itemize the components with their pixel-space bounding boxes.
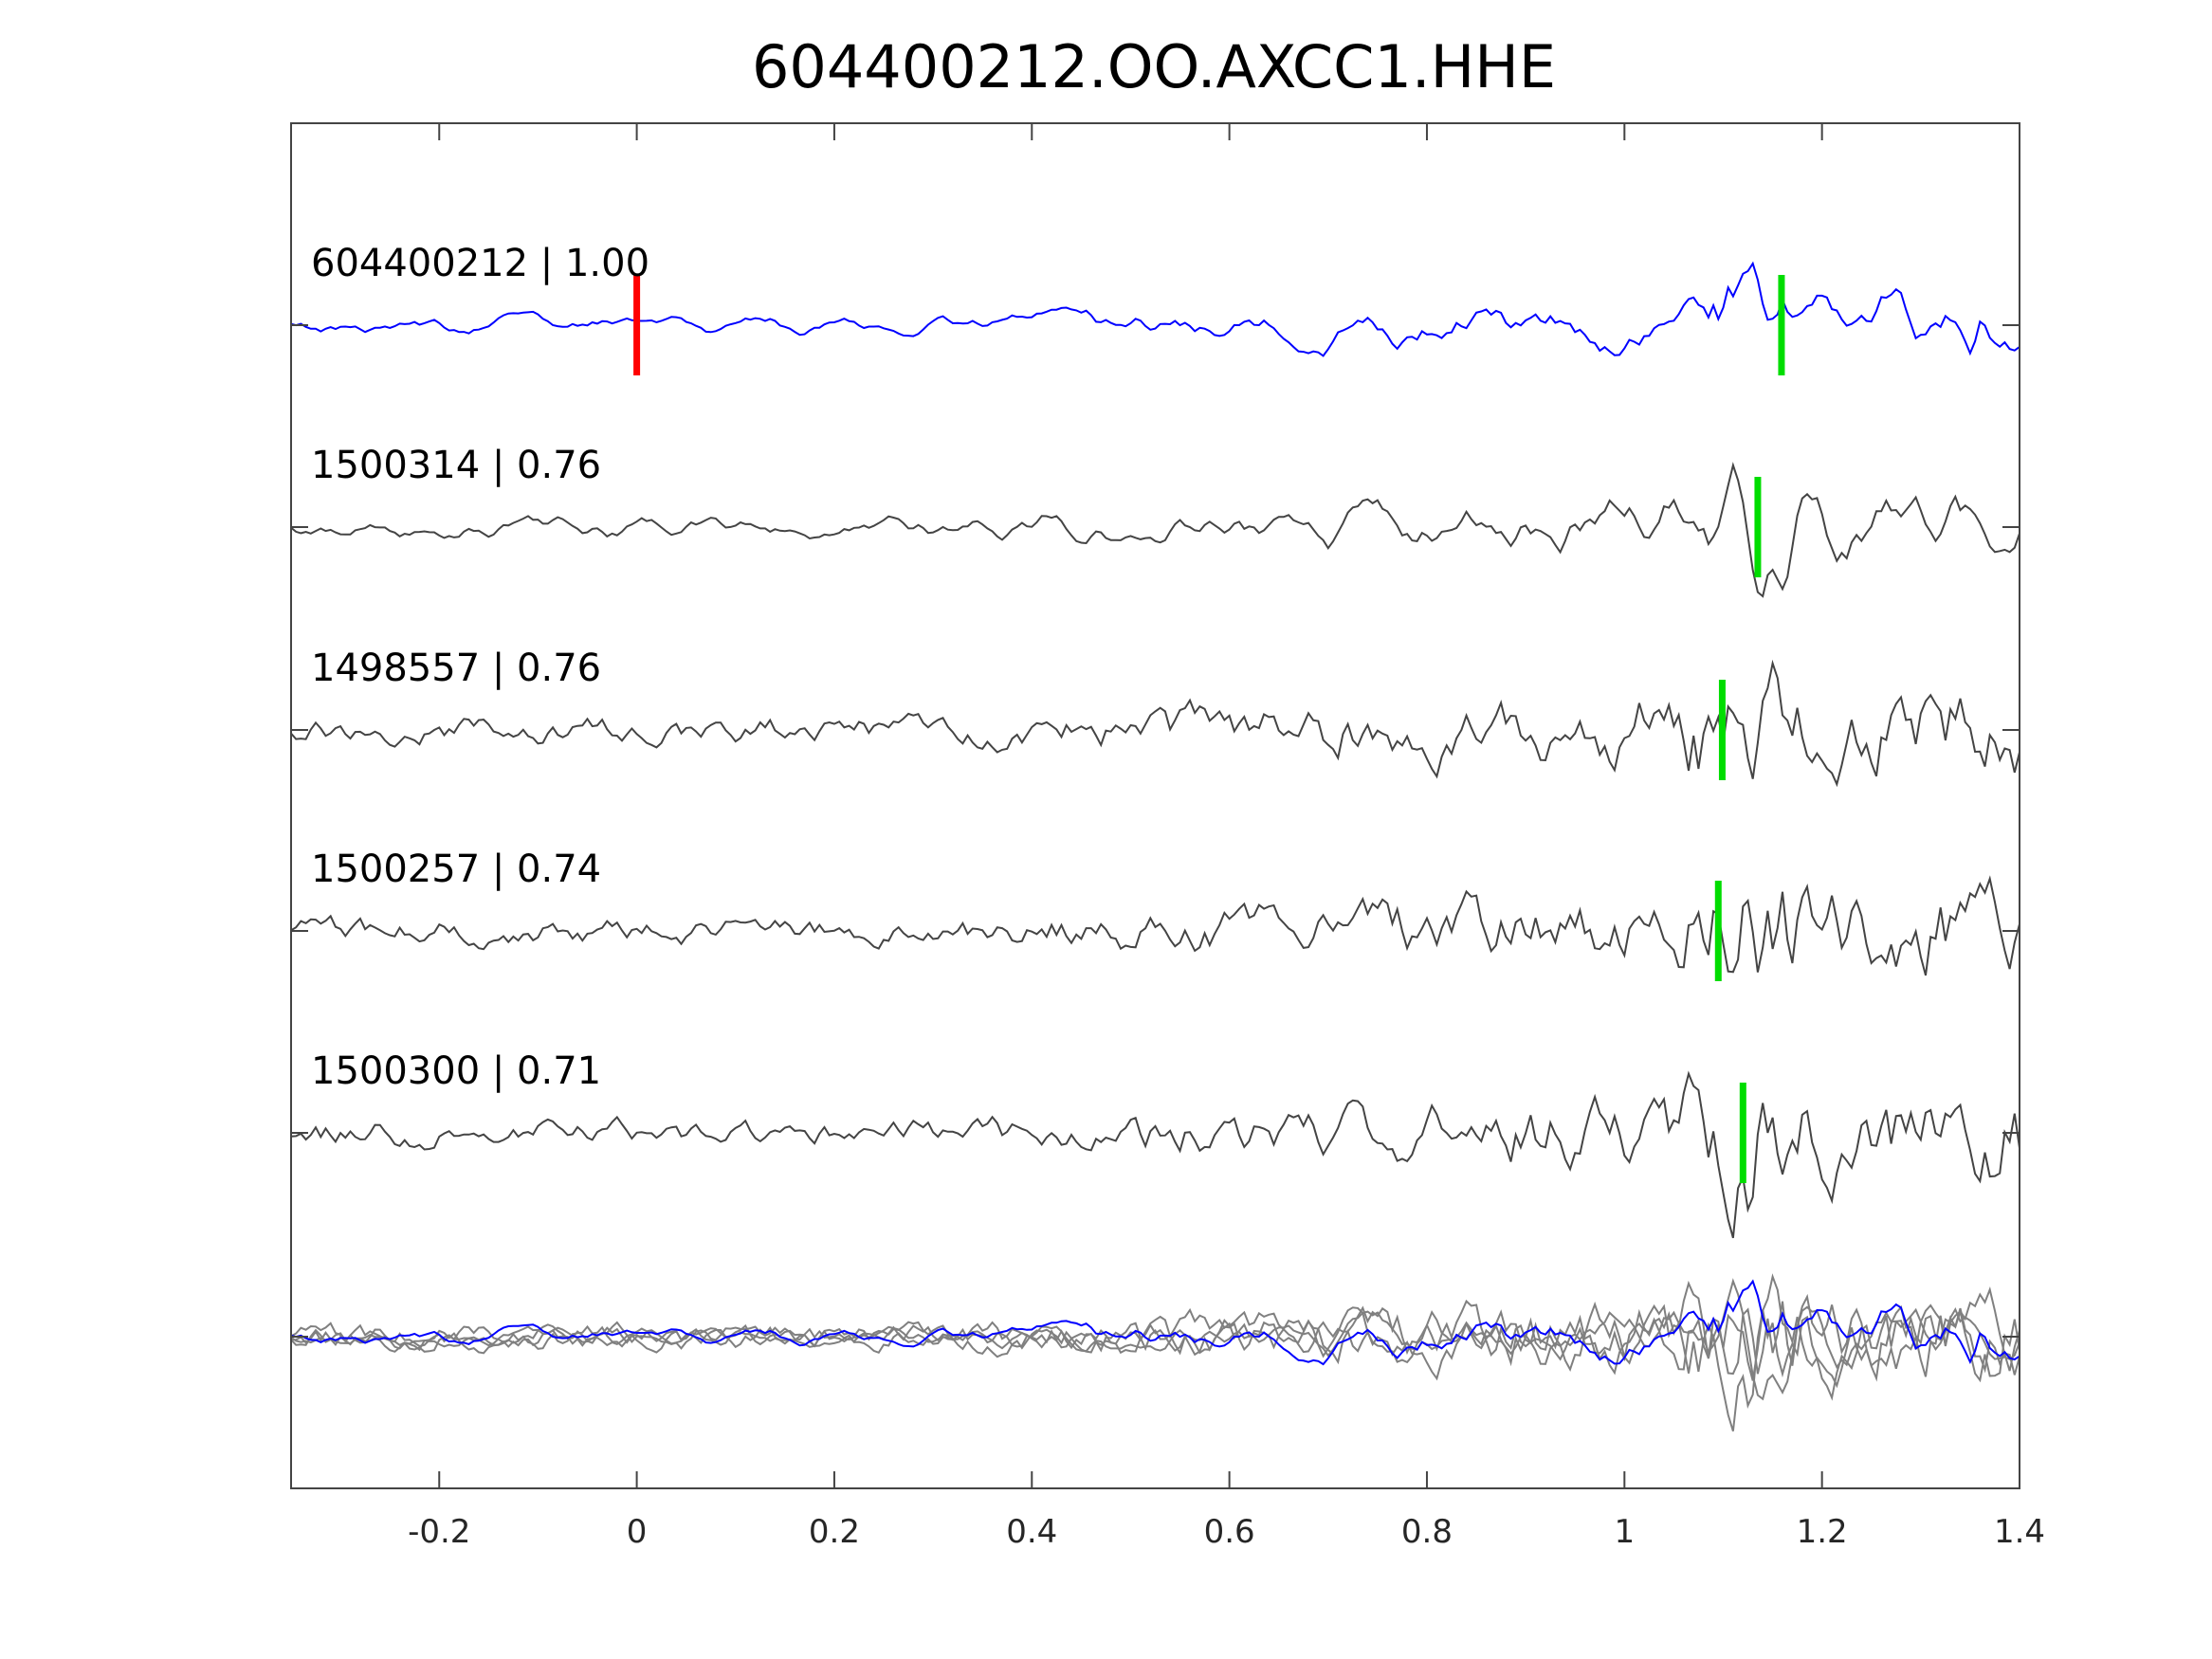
x-tick-label: 0 bbox=[627, 1513, 648, 1551]
stack-trace-1500257 bbox=[290, 1286, 2020, 1377]
chart-title: 604400212.OO.AXCC1.HHE bbox=[752, 32, 1556, 101]
axes-box bbox=[290, 122, 2020, 1489]
stack-trace-1500314 bbox=[290, 1278, 2020, 1401]
trace-1500257 bbox=[290, 875, 2020, 976]
x-tick-label: 1 bbox=[1614, 1513, 1635, 1551]
x-tick-label: 0.6 bbox=[1204, 1513, 1255, 1551]
trace-1498557 bbox=[290, 659, 2020, 788]
plot-area bbox=[290, 261, 2020, 1431]
x-tick-label: 1.2 bbox=[1797, 1513, 1848, 1551]
stack-trace-1500300 bbox=[290, 1280, 2020, 1431]
trace-1500314 bbox=[290, 462, 2020, 598]
x-tick-label: 0.4 bbox=[1006, 1513, 1057, 1551]
x-tick-label: -0.2 bbox=[408, 1513, 470, 1551]
trace-label-604400212: 604400212 | 1.00 bbox=[311, 242, 649, 285]
x-tick-label: 1.4 bbox=[1994, 1513, 2045, 1551]
trace-1500300 bbox=[290, 1070, 2020, 1239]
stack-trace-604400212 bbox=[290, 1279, 2020, 1366]
trace-label-1500314: 1500314 | 0.76 bbox=[311, 444, 601, 487]
trace-604400212 bbox=[290, 261, 2020, 357]
x-tick-label: 0.2 bbox=[809, 1513, 860, 1551]
x-tick-label: 0.8 bbox=[1401, 1513, 1453, 1551]
trace-label-1500300: 1500300 | 0.71 bbox=[311, 1049, 601, 1093]
trace-label-1498557: 1498557 | 0.76 bbox=[311, 647, 601, 690]
x-axis: -0.2 0 0.2 0.4 0.6 0.8 1 1.2 1.4 bbox=[291, 123, 2045, 1551]
trace-labels: 604400212 | 1.00 1500314 | 0.76 1498557 | … bbox=[311, 242, 649, 1093]
trace-label-1500257: 1500257 | 0.74 bbox=[311, 848, 601, 891]
